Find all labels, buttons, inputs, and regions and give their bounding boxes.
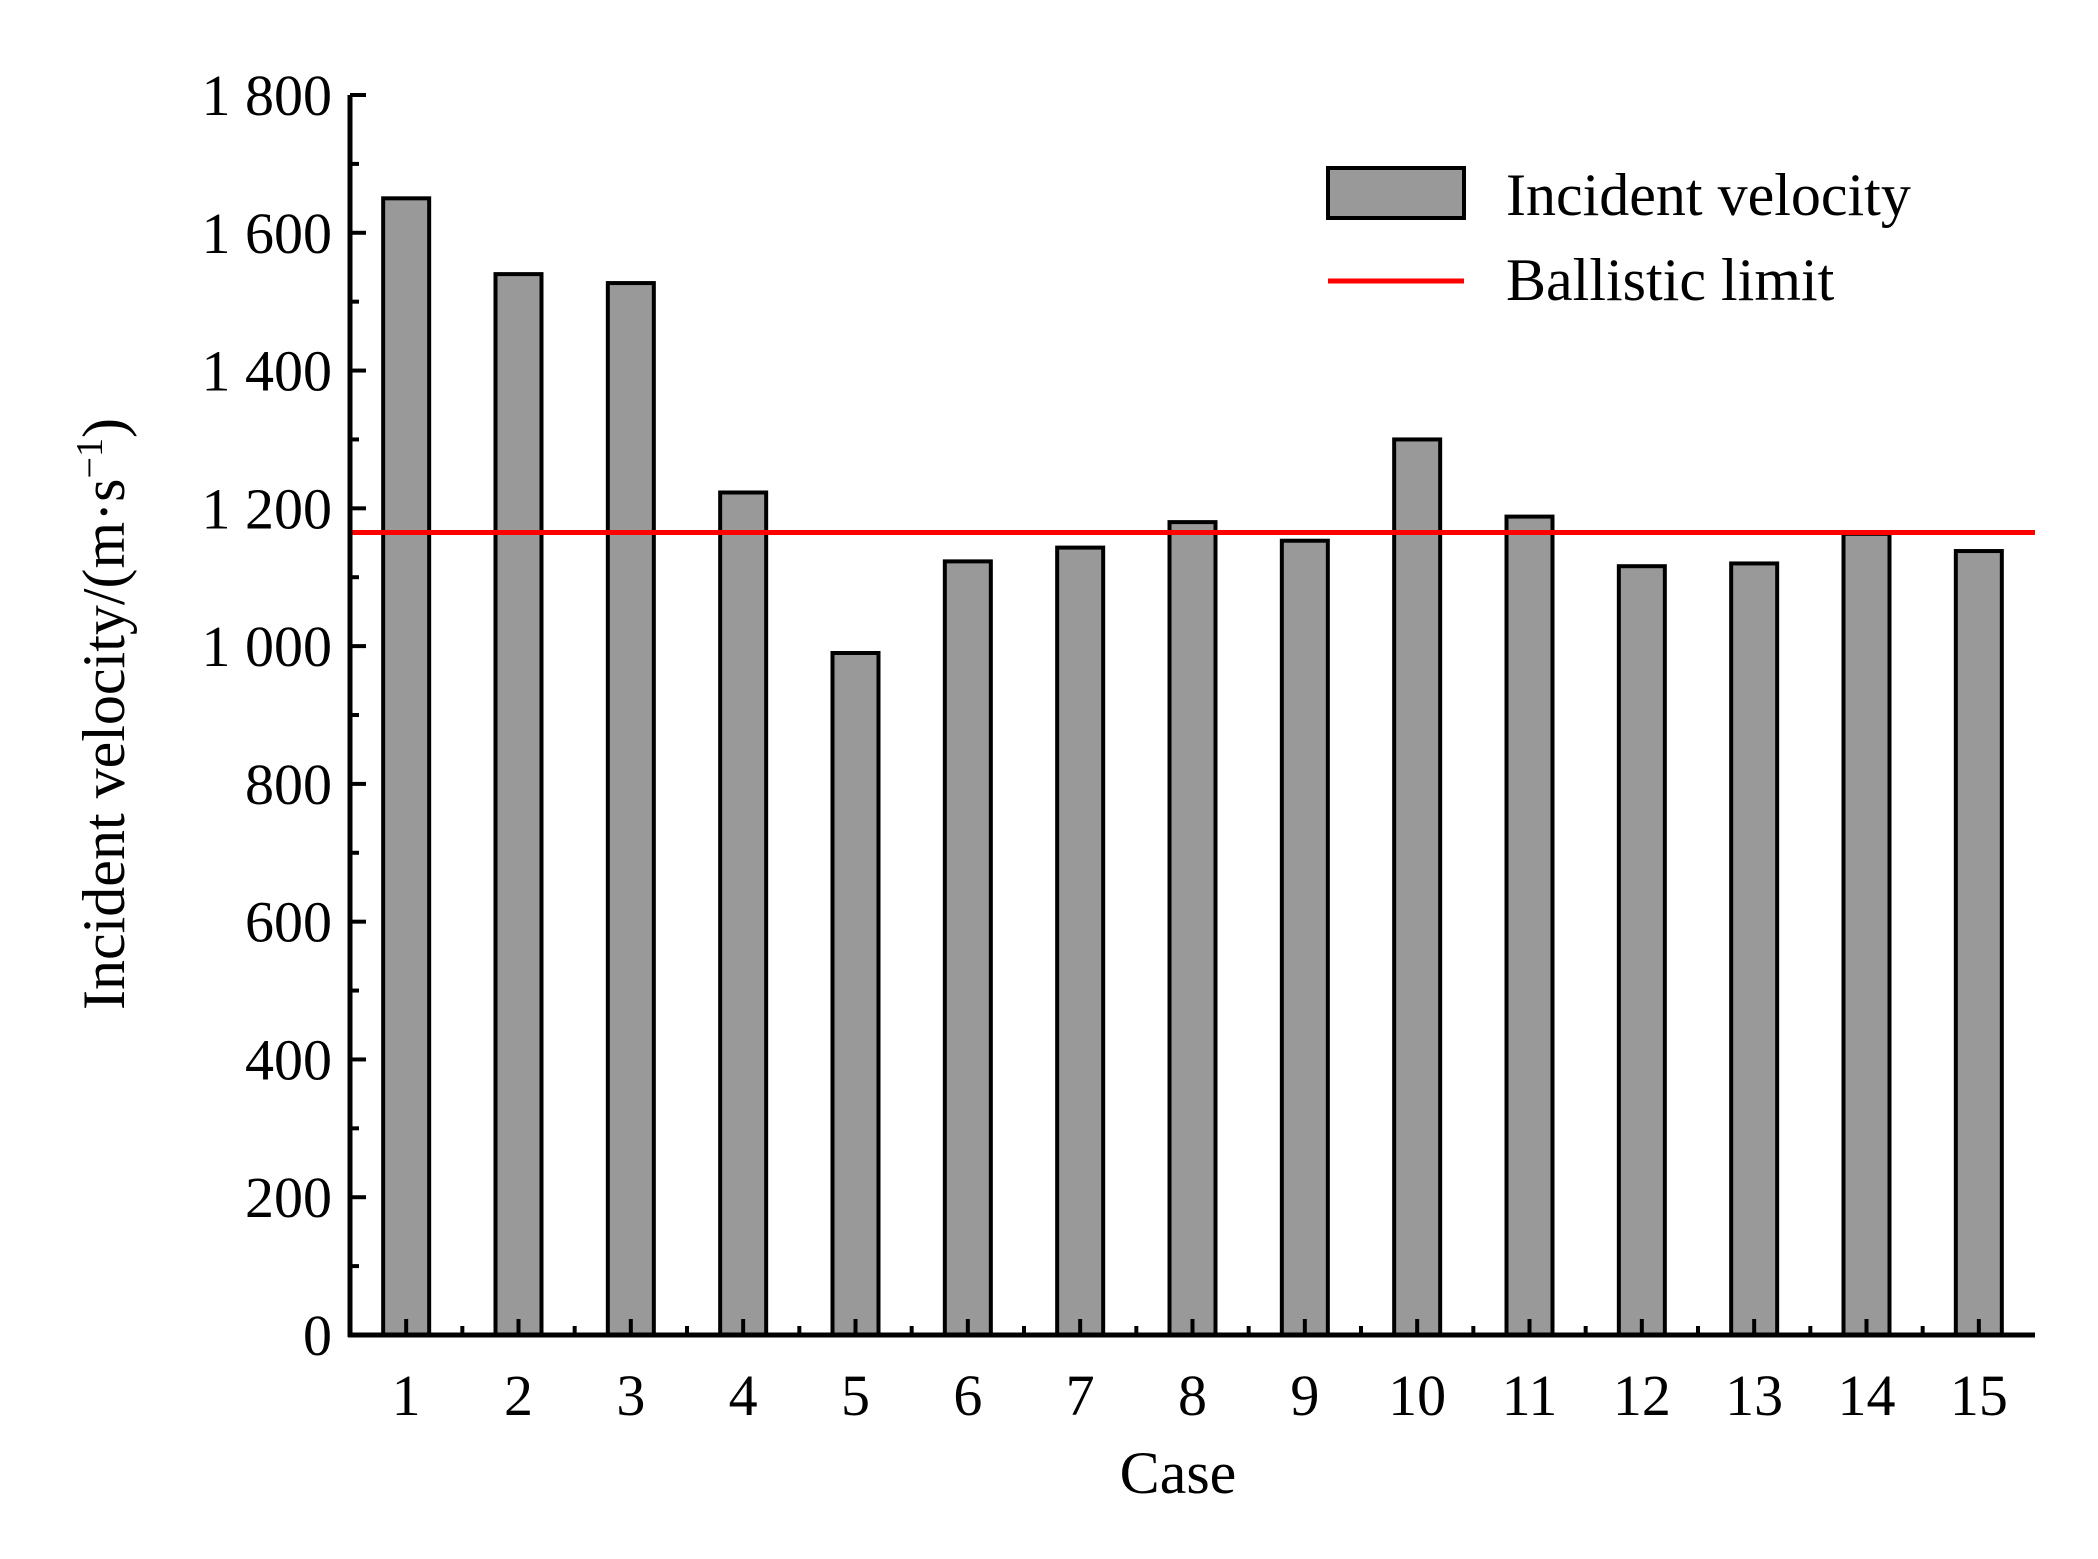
bar-case-11 bbox=[1504, 514, 1555, 1337]
x-tick-label: 9 bbox=[1290, 1363, 1319, 1428]
legend-label-incident-velocity: Incident velocity bbox=[1506, 162, 1911, 228]
x-tick-label: 8 bbox=[1178, 1363, 1207, 1428]
x-tick-label: 1 bbox=[392, 1363, 421, 1428]
x-tick-label: 12 bbox=[1613, 1363, 1671, 1428]
bar-case-4 bbox=[718, 490, 769, 1337]
x-tick-label: 13 bbox=[1725, 1363, 1783, 1428]
x-tick-label: 3 bbox=[616, 1363, 645, 1428]
bars-layer bbox=[381, 196, 2004, 1338]
x-tick-label: 6 bbox=[953, 1363, 982, 1428]
y-tick-label: 1 400 bbox=[202, 339, 333, 404]
y-tick-label: 800 bbox=[245, 752, 332, 817]
bar-case-5 bbox=[830, 651, 881, 1337]
bar-case-2 bbox=[493, 272, 544, 1338]
y-tick-label: 0 bbox=[303, 1303, 332, 1368]
x-tick-label: 11 bbox=[1502, 1363, 1558, 1428]
y-tick-label: 1 000 bbox=[202, 614, 333, 679]
bar-case-13 bbox=[1729, 561, 1780, 1337]
bar-case-9 bbox=[1279, 538, 1330, 1337]
x-tick-label: 4 bbox=[729, 1363, 758, 1428]
y-tick-label: 1 600 bbox=[202, 201, 333, 266]
bar-case-3 bbox=[605, 281, 656, 1338]
x-tick-label: 5 bbox=[841, 1363, 870, 1428]
bar-case-6 bbox=[942, 559, 993, 1337]
y-tick-label: 600 bbox=[245, 890, 332, 955]
y-axis-title-sup: −1 bbox=[69, 438, 111, 478]
x-tick-label: 14 bbox=[1838, 1363, 1896, 1428]
legend-swatch-incident-velocity bbox=[1326, 166, 1466, 220]
legend: Incident velocity Ballistic limit bbox=[1326, 162, 1911, 313]
bar-case-10 bbox=[1392, 437, 1443, 1337]
y-axis-title: Incident velocity/(m·s−1) bbox=[69, 418, 137, 1010]
y-tick-label: 1 800 bbox=[202, 63, 333, 128]
legend-label-ballistic-limit: Ballistic limit bbox=[1506, 247, 1835, 313]
x-tick-label: 10 bbox=[1388, 1363, 1446, 1428]
y-tick-label: 1 200 bbox=[202, 476, 333, 541]
bar-case-1 bbox=[381, 196, 432, 1337]
bar-case-14 bbox=[1841, 531, 1892, 1337]
bar-case-15 bbox=[1953, 549, 2004, 1337]
x-axis-title: Case bbox=[1120, 1440, 1237, 1506]
y-axis-title-main: Incident velocity/(m·s bbox=[71, 478, 137, 1010]
y-axis-title-close: ) bbox=[71, 418, 137, 438]
bar-case-8 bbox=[1167, 520, 1218, 1337]
bar-case-12 bbox=[1616, 564, 1667, 1337]
bar-case-7 bbox=[1055, 545, 1106, 1337]
x-tick-label: 15 bbox=[1950, 1363, 2008, 1428]
x-tick-label: 7 bbox=[1066, 1363, 1095, 1428]
y-tick-label: 200 bbox=[245, 1165, 332, 1230]
x-tick-label: 2 bbox=[504, 1363, 533, 1428]
y-tick-label: 400 bbox=[245, 1027, 332, 1092]
